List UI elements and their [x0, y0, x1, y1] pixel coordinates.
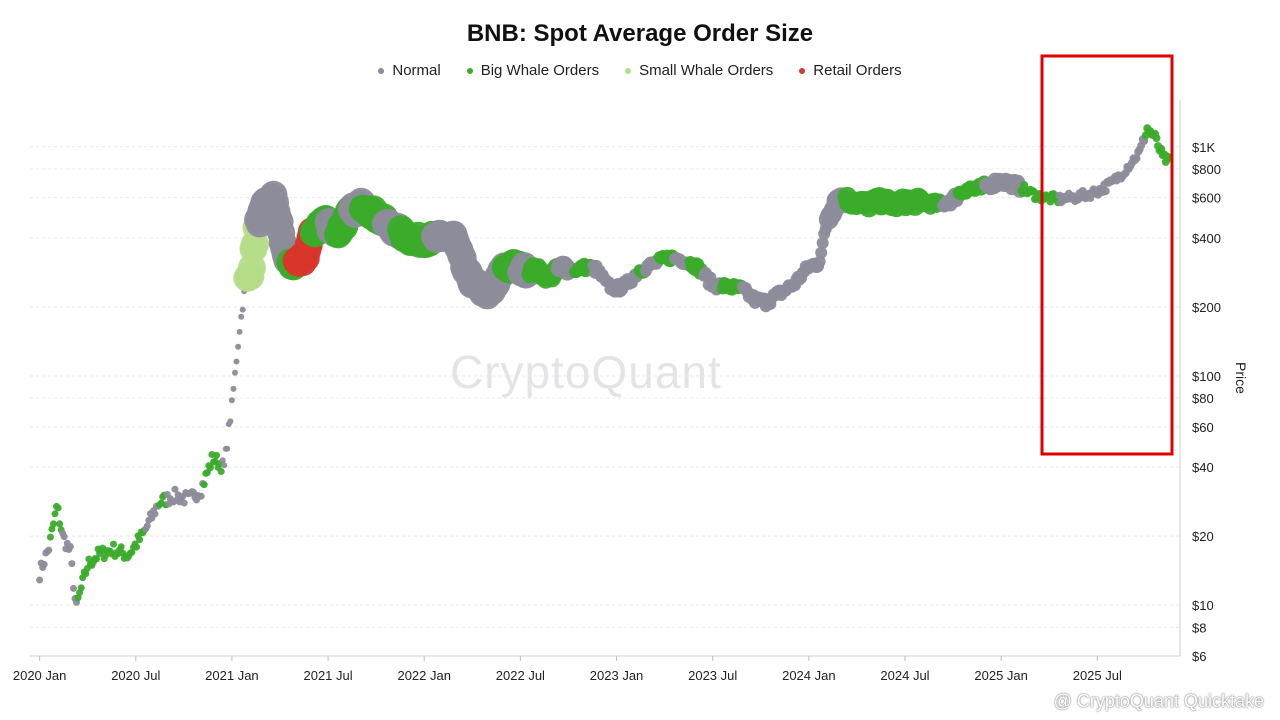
legend-dot-normal [378, 67, 385, 74]
data-point [197, 492, 205, 500]
data-point [232, 369, 238, 376]
y-tick-label: $1K [1192, 140, 1215, 155]
data-point [227, 418, 234, 425]
data-point [151, 510, 159, 518]
highlight-box [1040, 54, 1174, 456]
y-tick-label: $60 [1192, 420, 1214, 435]
x-tick-label: 2025 Jul [1073, 668, 1122, 683]
y-axis-label: Price [1233, 362, 1249, 394]
x-tick-label: 2021 Jul [303, 668, 352, 683]
data-point [36, 576, 44, 584]
y-tick-label: $10 [1192, 598, 1214, 613]
y-tick-label: $200 [1192, 300, 1221, 315]
data-point [70, 584, 77, 592]
data-point [206, 464, 214, 472]
x-tick-label: 2020 Jan [13, 668, 67, 683]
data-point [110, 540, 117, 548]
highlight-overlay [1040, 54, 1174, 456]
x-tick-label: 2021 Jan [205, 668, 259, 683]
data-point [228, 397, 235, 404]
data-point [200, 481, 208, 489]
data-points [36, 124, 1173, 606]
legend-label-retail: Retail Orders [813, 62, 902, 79]
data-point [46, 533, 54, 541]
x-tick-label: 2022 Jul [496, 668, 545, 683]
x-tick-label: 2024 Jul [880, 668, 929, 683]
y-tick-label: $800 [1192, 162, 1221, 177]
data-point [93, 555, 100, 563]
data-point [68, 560, 76, 568]
data-point [219, 457, 226, 464]
data-point [66, 543, 74, 550]
x-tick-label: 2023 Jul [688, 668, 737, 683]
data-point [239, 306, 246, 313]
data-point [50, 520, 57, 528]
data-point [1132, 154, 1141, 163]
legend-item-normal[interactable]: Normal [378, 62, 441, 79]
chart-title: BNB: Spot Average Order Size [466, 20, 814, 47]
legend-dot-big-whale [466, 67, 473, 74]
data-point [233, 358, 240, 365]
legend-dot-retail [799, 67, 806, 74]
y-tick-label: $400 [1192, 231, 1221, 246]
data-point [813, 255, 826, 268]
x-axis: 2020 Jan 2020 Jul 2021 Jan 2021 Jul 2022 Jan… [13, 655, 1180, 683]
data-point [235, 343, 242, 350]
chart-legend: Normal Big Whale Orders Small Whale Orde… [0, 62, 1280, 79]
data-point [143, 522, 151, 530]
data-point [230, 385, 237, 392]
watermark: CryptoQuant [450, 346, 722, 398]
y-tick-label: $100 [1192, 369, 1221, 384]
y-axis: $1K $800 $600 $400 $200 $100 $80 $60 $40 $20 $10 $8… [1179, 100, 1221, 664]
data-point [815, 246, 828, 259]
data-point [217, 468, 225, 475]
x-tick-label: 2024 Jan [782, 668, 836, 683]
data-point [238, 313, 245, 320]
data-point [40, 560, 48, 568]
footer-credit: @ CryptoQuant Quicktake [1053, 691, 1264, 711]
x-tick-label: 2020 Jul [111, 668, 160, 683]
data-point [133, 543, 140, 551]
legend-label-big-whale: Big Whale Orders [480, 62, 600, 79]
y-tick-label: $600 [1192, 191, 1221, 206]
legend-label-normal: Normal [392, 62, 441, 79]
legend-item-big-whale[interactable]: Big Whale Orders [466, 62, 600, 79]
grid-lines [30, 146, 1180, 657]
legend-dot-small-whale [625, 67, 632, 74]
data-point [1152, 134, 1161, 143]
data-point [54, 504, 62, 512]
data-point [816, 237, 829, 249]
legend-item-small-whale[interactable]: Small Whale Orders [625, 62, 773, 79]
y-tick-label: $8 [1192, 620, 1206, 635]
data-point [213, 451, 220, 459]
data-point [236, 328, 243, 335]
x-tick-label: 2023 Jan [590, 668, 644, 683]
data-point [51, 510, 59, 518]
data-point [203, 469, 211, 477]
data-point [171, 485, 179, 493]
x-tick-label: 2022 Jan [397, 668, 451, 683]
legend-label-small-whale: Small Whale Orders [639, 62, 774, 79]
y-tick-label: $80 [1192, 391, 1214, 406]
y-tick-label: $6 [1192, 649, 1206, 664]
data-point [224, 445, 231, 452]
data-point [45, 546, 53, 554]
data-point [77, 584, 85, 592]
data-point [221, 462, 228, 469]
data-point [136, 536, 144, 544]
y-tick-label: $40 [1192, 460, 1214, 475]
y-tick-label: $20 [1192, 529, 1214, 544]
data-point [180, 499, 188, 507]
legend-item-retail[interactable]: Retail Orders [799, 62, 902, 79]
x-tick-label: 2025 Jan [974, 668, 1028, 683]
data-point [56, 520, 64, 528]
data-point [1101, 187, 1110, 196]
data-point [60, 533, 68, 541]
data-point [117, 543, 125, 551]
